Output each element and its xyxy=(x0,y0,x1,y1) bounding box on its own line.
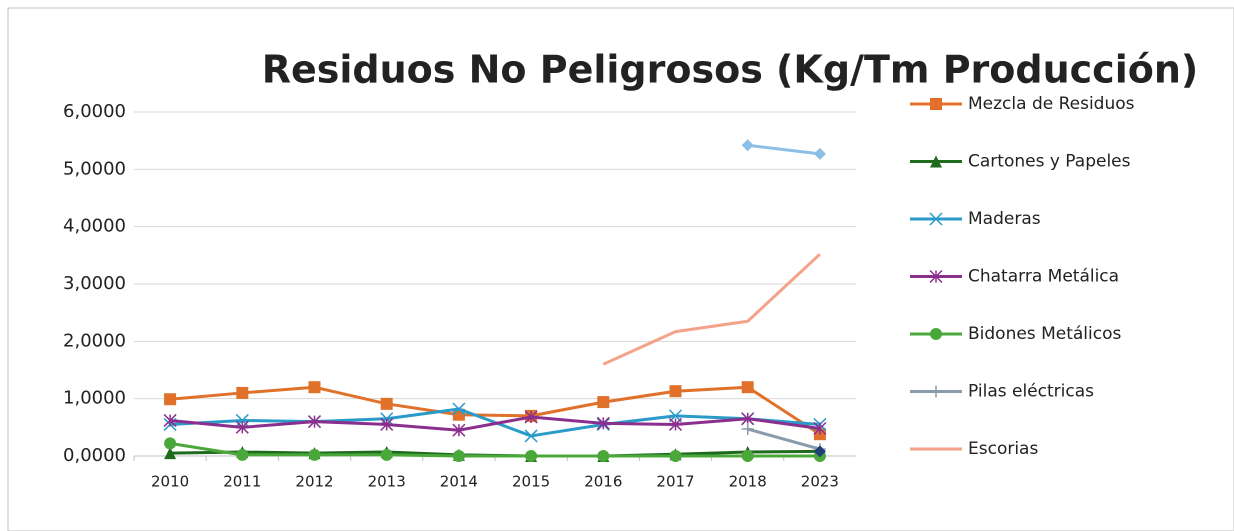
data-point xyxy=(741,450,754,462)
data-point xyxy=(236,448,249,461)
data-point xyxy=(669,450,682,462)
legend-label: Maderas xyxy=(968,209,1041,229)
x-tick-label: 2010 xyxy=(151,473,189,491)
series-line xyxy=(747,143,821,156)
x-tick-label: 2013 xyxy=(368,473,406,491)
y-tick-label: 4,0000 xyxy=(63,216,126,237)
x-tick-label: 2012 xyxy=(295,473,333,491)
series-line xyxy=(169,441,820,458)
data-point xyxy=(668,417,683,431)
data-point xyxy=(741,139,754,152)
data-point xyxy=(596,416,610,430)
legend-marker xyxy=(930,98,942,110)
data-point xyxy=(308,448,321,461)
data-point xyxy=(235,413,249,427)
y-tick-label: 5,0000 xyxy=(63,158,126,179)
legend-label: Pilas eléctricas xyxy=(968,382,1094,402)
legend-marker xyxy=(930,385,942,398)
data-point xyxy=(741,423,754,436)
y-tick-label: 3,0000 xyxy=(63,273,126,294)
data-point xyxy=(236,386,249,399)
data-point xyxy=(813,445,826,458)
y-tick-label: 0,0000 xyxy=(63,445,126,466)
series-line xyxy=(747,427,821,451)
data-point xyxy=(380,397,393,410)
legend-label: Mezcla de Residuos xyxy=(968,94,1135,114)
data-point xyxy=(524,410,538,424)
data-point xyxy=(813,421,827,436)
data-point xyxy=(163,413,177,427)
data-point xyxy=(452,423,466,437)
legend-label: Bidones Metálicos xyxy=(968,324,1121,344)
data-point xyxy=(452,450,465,462)
data-point xyxy=(380,448,393,461)
legend-label: Cartones y Papeles xyxy=(968,152,1131,172)
legend-marker xyxy=(930,155,942,168)
series-line xyxy=(169,385,821,436)
data-point xyxy=(597,450,610,462)
x-tick-label: 2023 xyxy=(801,473,839,491)
legend-marker xyxy=(930,328,942,340)
x-tick-label: 2015 xyxy=(512,473,550,491)
legend-marker xyxy=(929,212,943,226)
data-point xyxy=(597,396,610,409)
data-point xyxy=(741,412,755,426)
series-line xyxy=(602,253,821,366)
data-point xyxy=(813,147,826,160)
y-tick-label: 6,0000 xyxy=(63,101,126,122)
x-tick-label: 2018 xyxy=(729,473,767,491)
chart-frame xyxy=(7,7,1234,531)
data-point xyxy=(164,437,177,450)
x-tick-label: 2016 xyxy=(584,473,622,491)
data-point xyxy=(164,447,177,460)
y-tick-label: 2,0000 xyxy=(63,330,126,351)
data-point xyxy=(524,429,538,443)
legend-marker xyxy=(929,269,943,284)
data-point xyxy=(452,402,466,416)
chart-title: Residuos No Peligrosos (Kg/Tm Producción… xyxy=(262,48,1199,92)
x-tick-label: 2014 xyxy=(440,473,478,491)
data-point xyxy=(164,393,177,406)
data-point xyxy=(525,450,538,462)
series-line xyxy=(169,415,821,432)
x-tick-label: 2017 xyxy=(656,473,694,491)
legend-label: Escorias xyxy=(968,439,1038,459)
data-point xyxy=(308,381,321,394)
data-point xyxy=(307,415,322,429)
data-point xyxy=(741,381,754,394)
x-tick-label: 2011 xyxy=(223,473,261,491)
legend-label: Chatarra Metálica xyxy=(968,267,1119,287)
data-point xyxy=(380,417,394,431)
data-point xyxy=(669,385,682,398)
data-point xyxy=(235,420,249,434)
y-tick-label: 1,0000 xyxy=(63,388,126,409)
